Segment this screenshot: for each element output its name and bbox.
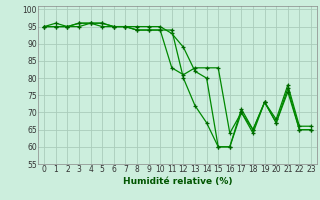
X-axis label: Humidité relative (%): Humidité relative (%): [123, 177, 232, 186]
